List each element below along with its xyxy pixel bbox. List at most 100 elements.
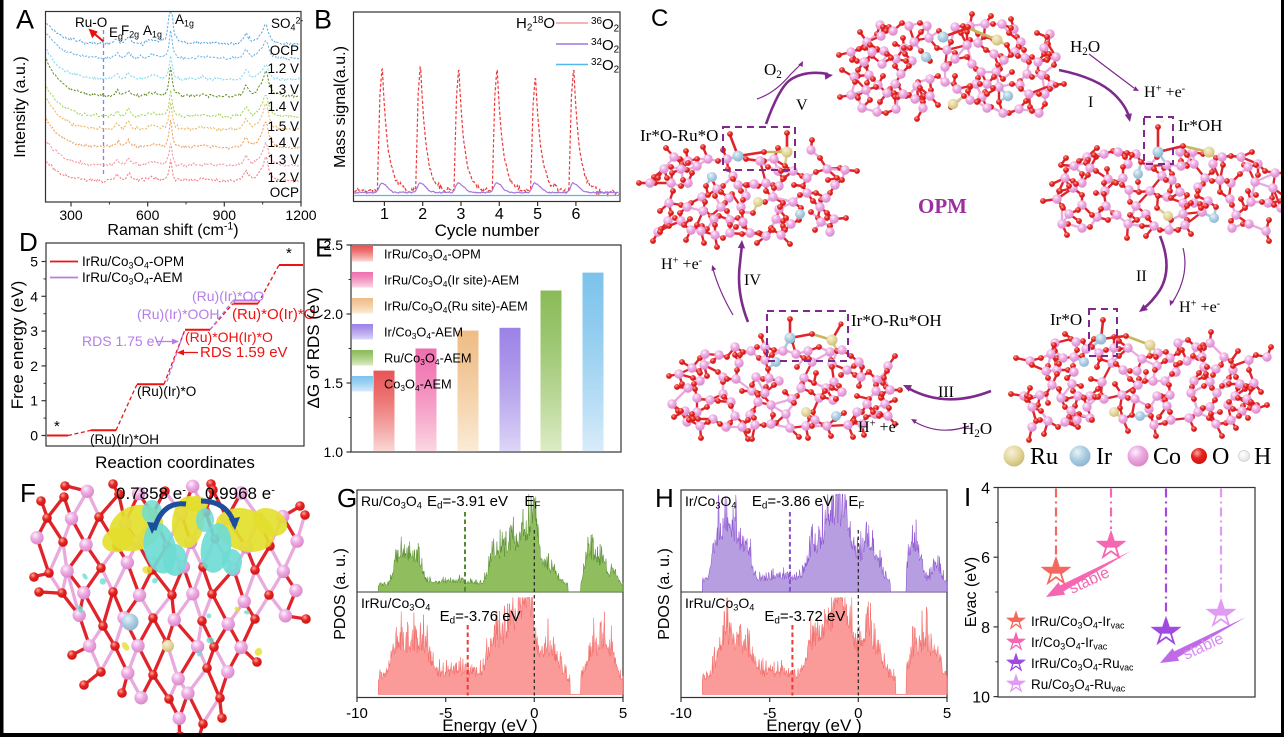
svg-text:III: III <box>938 384 954 401</box>
svg-text:1.3 V: 1.3 V <box>267 152 299 167</box>
svg-text:6: 6 <box>981 550 990 567</box>
svg-text:0: 0 <box>854 705 862 722</box>
svg-text:Ru-O: Ru-O <box>75 15 107 30</box>
svg-text:OCP: OCP <box>270 43 299 58</box>
svg-text:5: 5 <box>30 254 38 270</box>
svg-text:4: 4 <box>981 481 990 498</box>
svg-text:A1g​: A1g​ <box>175 12 194 28</box>
svg-text:RDS 1.75 eV: RDS 1.75 eV <box>82 333 164 349</box>
svg-text:-10: -10 <box>670 705 692 722</box>
svg-text:Ru: Ru <box>1030 444 1058 470</box>
svg-text:1.0: 1.0 <box>324 444 344 460</box>
svg-text:Ru/Co3​O4​-AEM: Ru/Co3​O4​-AEM <box>384 351 472 367</box>
svg-text:Energy (eV ): Energy (eV ) <box>442 716 537 735</box>
svg-text:H: H <box>1254 444 1271 470</box>
svg-text:RDS 1.59 eV: RDS 1.59 eV <box>200 344 288 361</box>
svg-text:3: 3 <box>457 206 466 223</box>
svg-text:II: II <box>1136 268 1147 285</box>
svg-text:Ru/Co3​O4​: Ru/Co3​O4​ <box>361 493 422 511</box>
svg-text:1.5 V: 1.5 V <box>267 119 299 134</box>
svg-text:*: * <box>286 245 292 262</box>
svg-text:2: 2 <box>418 206 427 223</box>
svg-text:Ed​=-3.86 eV: Ed​=-3.86 eV <box>752 493 833 512</box>
svg-text:O2​: O2​ <box>764 60 782 81</box>
svg-text:0.9968 e-​: 0.9968 e-​ <box>205 484 275 503</box>
svg-text:H2​O: H2​O <box>1070 37 1100 58</box>
svg-text:1.4 V: 1.4 V <box>267 99 299 114</box>
svg-text:4: 4 <box>30 288 38 304</box>
svg-text:8: 8 <box>981 620 990 637</box>
svg-text:PDOS (a. u.): PDOS (a. u.) <box>332 548 349 640</box>
svg-text:V: V <box>796 97 808 114</box>
svg-text:H+​ +e-​: H+​ +e-​ <box>1144 84 1186 101</box>
svg-text:H: H <box>655 483 674 513</box>
svg-text:Ir/Co3​O4​-Irvac​: Ir/Co3​O4​-Irvac​ <box>1031 635 1108 651</box>
svg-text:A: A <box>16 5 34 35</box>
svg-text:1: 1 <box>380 206 389 223</box>
svg-text:1.3 V: 1.3 V <box>267 82 299 97</box>
svg-text:Ir*O-Ru*OH: Ir*O-Ru*OH <box>851 311 942 330</box>
svg-text:(Ru)*O(Ir)*O: (Ru)*O(Ir)*O <box>232 306 315 323</box>
svg-text:0: 0 <box>30 428 38 444</box>
svg-text:Mass signal(a.u.): Mass signal(a.u.) <box>332 46 349 168</box>
svg-text:0.7858 e-​: 0.7858 e-​ <box>116 484 186 503</box>
svg-text:1: 1 <box>30 393 38 409</box>
svg-text:Ed​=-3.76 eV: Ed​=-3.76 eV <box>440 608 521 627</box>
svg-text:Ir/Co3​O4​-AEM: Ir/Co3​O4​-AEM <box>384 325 463 341</box>
svg-text:IrRu/Co3​O4​: IrRu/Co3​O4​ <box>685 595 754 613</box>
svg-text:O: O <box>1212 444 1229 470</box>
svg-text:2.0: 2.0 <box>324 306 344 322</box>
svg-text:1.5: 1.5 <box>324 375 344 391</box>
svg-text:IrRu/Co3​O4​-Ruvac​: IrRu/Co3​O4​-Ruvac​ <box>1031 656 1134 672</box>
svg-text:F: F <box>20 478 36 508</box>
svg-text:ΔG of RDS (eV): ΔG of RDS (eV) <box>304 288 323 409</box>
svg-text:E: E <box>315 233 332 263</box>
svg-text:Ir*O-Ru*O: Ir*O-Ru*O <box>640 126 718 145</box>
svg-text:IV: IV <box>744 272 761 289</box>
svg-text:(Ru)*OH(Ir)*O: (Ru)*OH(Ir)*O <box>185 329 273 345</box>
svg-text:H+​ +e-​: H+​ +e-​ <box>858 419 900 436</box>
svg-text:B: B <box>314 5 332 35</box>
svg-text:Eg​: Eg​ <box>109 25 123 41</box>
svg-text:H2​O: H2​O <box>962 419 992 440</box>
svg-text:(Ru)(Ir)*O: (Ru)(Ir)*O <box>137 384 196 399</box>
svg-text:900: 900 <box>213 207 237 223</box>
svg-text:34​O2​: 34​O2​ <box>591 37 619 56</box>
svg-text:-5: -5 <box>763 705 776 722</box>
svg-text:1.2 V: 1.2 V <box>267 61 299 76</box>
svg-text:IrRu/Co3​O4​-AEM: IrRu/Co3​O4​-AEM <box>82 270 183 286</box>
svg-text:(Ru)(Ir)*OOH: (Ru)(Ir)*OOH <box>137 306 219 322</box>
svg-text:IrRu/Co3​O4​-Irvac​: IrRu/Co3​O4​-Irvac​ <box>1031 614 1125 630</box>
svg-text:Intensity (a.u.): Intensity (a.u.) <box>12 56 29 157</box>
svg-text:1200: 1200 <box>285 207 316 223</box>
svg-text:IrRu/Co3​O4​-OPM: IrRu/Co3​O4​-OPM <box>82 254 184 270</box>
svg-text:600: 600 <box>136 207 160 223</box>
svg-text:2: 2 <box>30 358 38 374</box>
svg-text:G: G <box>337 483 357 513</box>
svg-text:6: 6 <box>571 206 580 223</box>
svg-text:5: 5 <box>619 705 627 722</box>
svg-text:D: D <box>19 227 38 257</box>
svg-text:C: C <box>651 5 668 32</box>
svg-text:PDOS (a. u.): PDOS (a. u.) <box>656 548 673 640</box>
svg-text:2.5: 2.5 <box>324 237 344 253</box>
svg-text:EF​: EF​ <box>848 493 864 512</box>
svg-text:5: 5 <box>943 705 951 722</box>
svg-text:F2g​: F2g​ <box>121 23 139 39</box>
svg-text:5: 5 <box>533 206 542 223</box>
svg-text:Co: Co <box>1153 444 1181 470</box>
svg-text:0: 0 <box>530 705 538 722</box>
svg-text:Ru/Co3​O4​-Ruvac​: Ru/Co3​O4​-Ruvac​ <box>1031 677 1126 693</box>
svg-text:36​O2​: 36​O2​ <box>591 16 619 35</box>
svg-text:OCP: OCP <box>270 185 299 200</box>
svg-text:I: I <box>964 482 971 512</box>
svg-text:IrRu/Co3​O4​-OPM: IrRu/Co3​O4​-OPM <box>384 247 481 263</box>
svg-text:Evac (eV): Evac (eV) <box>963 557 980 627</box>
svg-text:Ir*OH: Ir*OH <box>1178 116 1222 135</box>
svg-text:Reaction coordinates: Reaction coordinates <box>95 453 255 472</box>
svg-text:Cycle number: Cycle number <box>435 221 540 240</box>
svg-text:10: 10 <box>972 690 990 707</box>
svg-text:Co3​O4​-AEM: Co3​O4​-AEM <box>384 377 452 393</box>
svg-text:Ir*O: Ir*O <box>1050 310 1082 329</box>
svg-text:EF​: EF​ <box>524 493 540 512</box>
